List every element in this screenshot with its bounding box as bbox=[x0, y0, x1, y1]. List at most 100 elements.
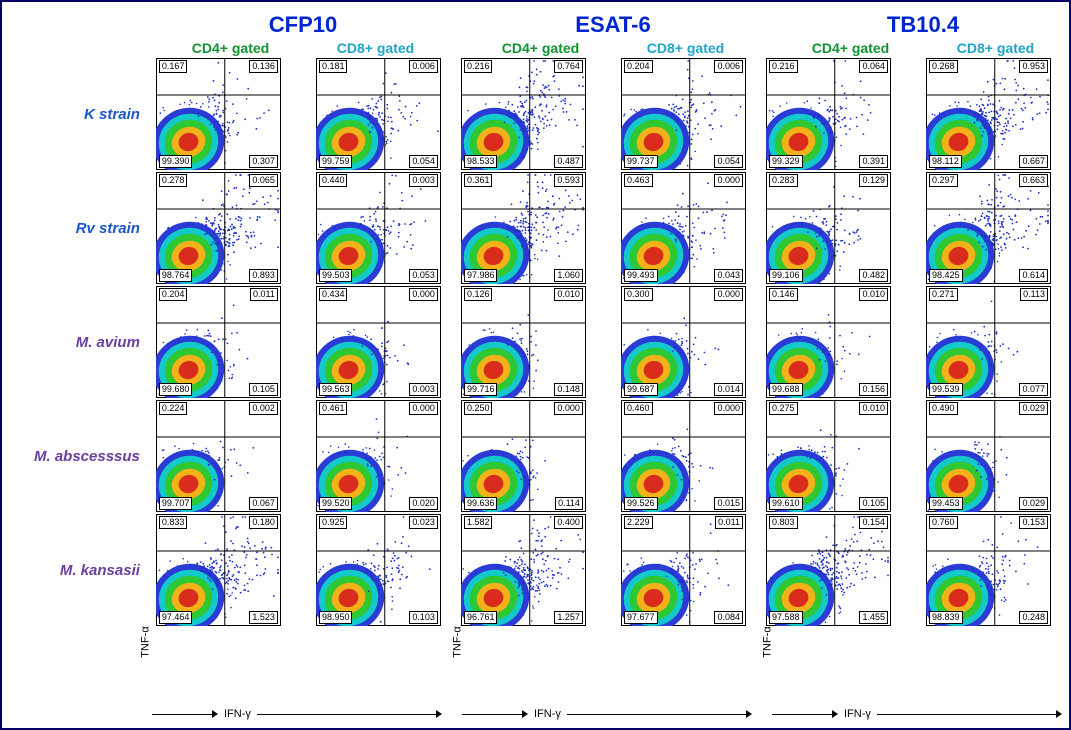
quadrant-percent: 0.667 bbox=[1019, 155, 1048, 168]
quadrant-percent: 99.539 bbox=[929, 383, 963, 396]
flow-plot-cd4: 0.8330.18097.4641.523 bbox=[156, 514, 281, 626]
quadrant-percent: 0.268 bbox=[929, 60, 958, 73]
quadrant-percent: 0.084 bbox=[714, 611, 743, 624]
quadrant-percent: 99.503 bbox=[319, 269, 353, 282]
flow-plot-cd4: 0.2500.00099.6360.114 bbox=[461, 400, 586, 512]
flow-plot-cd8: 0.9250.02398.9500.103 bbox=[316, 514, 441, 626]
quadrant-percent: 0.764 bbox=[554, 60, 583, 73]
quadrant-percent: 0.015 bbox=[714, 497, 743, 510]
quadrant-percent: 99.493 bbox=[624, 269, 658, 282]
x-axis-group-0: IFN-γ bbox=[152, 708, 442, 720]
flow-plot-cd8: 0.1810.00699.7590.054 bbox=[316, 58, 441, 170]
quadrant-percent: 1.582 bbox=[464, 516, 493, 529]
quadrant-percent: 98.533 bbox=[464, 155, 498, 168]
flow-plot-cd8: 0.2970.66398.4250.614 bbox=[926, 172, 1051, 284]
flow-plot-cd4: 0.2040.01199.6800.105 bbox=[156, 286, 281, 398]
plot-pair: 0.2160.76498.5330.4870.2040.00699.7370.0… bbox=[461, 58, 746, 170]
gated-row: CD4+ gated CD8+ gated bbox=[158, 40, 448, 56]
quadrant-percent: 0.216 bbox=[464, 60, 493, 73]
quadrant-percent: 0.180 bbox=[249, 516, 278, 529]
quadrant-percent: 0.000 bbox=[714, 402, 743, 415]
quadrant-percent: 0.003 bbox=[409, 174, 438, 187]
flow-plot-cd8: 0.4900.02999.4530.029 bbox=[926, 400, 1051, 512]
cd8-gated-label: CD8+ gated bbox=[647, 40, 724, 56]
plot-pair: 0.8330.18097.4641.5230.9250.02398.9500.1… bbox=[156, 514, 441, 626]
quadrant-percent: 0.204 bbox=[624, 60, 653, 73]
quadrant-percent: 99.759 bbox=[319, 155, 353, 168]
quadrant-percent: 0.011 bbox=[715, 516, 743, 529]
quadrant-percent: 0.216 bbox=[769, 60, 798, 73]
cd8-gated-label: CD8+ gated bbox=[337, 40, 414, 56]
quadrant-percent: 0.153 bbox=[1019, 516, 1048, 529]
quadrant-percent: 0.278 bbox=[159, 174, 188, 187]
quadrant-percent: 0.000 bbox=[714, 288, 743, 301]
quadrant-percent: 0.463 bbox=[624, 174, 653, 187]
quadrant-percent: 0.893 bbox=[249, 269, 278, 282]
flow-plot-cd4: 0.2160.76498.5330.487 bbox=[461, 58, 586, 170]
quadrant-percent: 99.707 bbox=[159, 497, 193, 510]
quadrant-percent: 98.764 bbox=[159, 269, 193, 282]
flow-plot-cd8: 0.4630.00099.4930.043 bbox=[621, 172, 746, 284]
quadrant-percent: 0.271 bbox=[929, 288, 958, 301]
strain-row: M. kansasii0.8330.18097.4641.523 0.925 0.0… bbox=[20, 514, 1051, 626]
flow-plot-cd4: 0.3610.59397.9861.060 bbox=[461, 172, 586, 284]
quadrant-percent: 0.023 bbox=[409, 516, 438, 529]
flow-plot-cd8: 0.4600.00099.5260.015 bbox=[621, 400, 746, 512]
quadrant-percent: 0.053 bbox=[409, 269, 438, 282]
quadrant-percent: 0.925 bbox=[319, 516, 348, 529]
antigen-col-0: CFP10 CD4+ gated CD8+ gated bbox=[158, 12, 448, 56]
cd4-gated-label: CD4+ gated bbox=[812, 40, 889, 56]
flow-plot-cd4: 0.1460.01099.6880.156 bbox=[766, 286, 891, 398]
strain-label: K strain bbox=[20, 106, 156, 123]
x-axis-label: IFN-γ bbox=[844, 708, 871, 720]
cd8-gated-label: CD8+ gated bbox=[957, 40, 1034, 56]
plot-pair: 0.2160.06499.3290.3910.2680.95398.1120.6… bbox=[766, 58, 1051, 170]
quadrant-percent: 0.126 bbox=[464, 288, 493, 301]
quadrant-percent: 2.229 bbox=[624, 516, 653, 529]
quadrant-percent: 0.105 bbox=[859, 497, 888, 510]
quadrant-percent: 99.526 bbox=[624, 497, 658, 510]
flow-plot-cd8: 0.2710.11399.5390.077 bbox=[926, 286, 1051, 398]
quadrant-percent: 0.000 bbox=[554, 402, 583, 415]
quadrant-percent: 0.146 bbox=[769, 288, 798, 301]
quadrant-percent: 0.000 bbox=[409, 288, 438, 301]
quadrant-percent: 0.136 bbox=[249, 60, 278, 73]
flow-plot-cd4: 0.1670.13699.3900.307 bbox=[156, 58, 281, 170]
quadrant-percent: 97.588 bbox=[769, 611, 803, 624]
quadrant-percent: 98.839 bbox=[929, 611, 963, 624]
quadrant-percent: 0.014 bbox=[714, 383, 743, 396]
plot-pair: 0.2500.00099.6360.1140.4600.00099.5260.0… bbox=[461, 400, 746, 512]
quadrant-percent: 0.105 bbox=[249, 383, 278, 396]
strain-row: Rv strain0.2780.06598.7640.8930.4400.003… bbox=[20, 172, 1051, 284]
quadrant-percent: 0.461 bbox=[319, 402, 348, 415]
quadrant-percent: 1.060 bbox=[554, 269, 583, 282]
strain-label: M. kansasii bbox=[20, 562, 156, 579]
antigen-col-1: ESAT-6 CD4+ gated CD8+ gated bbox=[468, 12, 758, 56]
quadrant-percent: 0.077 bbox=[1019, 383, 1048, 396]
quadrant-percent: 0.181 bbox=[319, 60, 348, 73]
quadrant-percent: 99.520 bbox=[319, 497, 353, 510]
flow-plot-cd8: 0.4340.00099.5630.003 bbox=[316, 286, 441, 398]
plot-pair: 1.5820.40096.7611.2572.2290.01197.6770.0… bbox=[461, 514, 746, 626]
quadrant-percent: 0.103 bbox=[409, 611, 438, 624]
x-axis-group-2: IFN-γ bbox=[772, 708, 1062, 720]
quadrant-percent: 99.737 bbox=[624, 155, 658, 168]
flow-plot-cd4: 0.2780.06598.7640.893 bbox=[156, 172, 281, 284]
y-axis-label: TNF-α bbox=[452, 626, 464, 657]
quadrant-percent: 0.167 bbox=[159, 60, 188, 73]
flow-plot-cd4: 0.2750.01099.6100.105 bbox=[766, 400, 891, 512]
flow-plot-cd4: 1.5820.40096.7611.257 bbox=[461, 514, 586, 626]
x-axis-label: IFN-γ bbox=[534, 708, 561, 720]
flow-plot-cd4: 0.2830.12999.1060.482 bbox=[766, 172, 891, 284]
quadrant-percent: 99.329 bbox=[769, 155, 803, 168]
quadrant-percent: 0.391 bbox=[859, 155, 888, 168]
plot-pair: 0.2040.01199.6800.105 0.4340.00099.5630.0… bbox=[156, 286, 441, 398]
quadrant-percent: 0.148 bbox=[554, 383, 583, 396]
quadrant-percent: 0.029 bbox=[1019, 402, 1048, 415]
quadrant-percent: 0.029 bbox=[1019, 497, 1048, 510]
quadrant-percent: 0.490 bbox=[929, 402, 958, 415]
strain-label: M. avium bbox=[20, 334, 156, 351]
plot-pair: 0.1260.01099.7160.1480.3000.00099.6870.0… bbox=[461, 286, 746, 398]
quadrant-percent: 99.390 bbox=[159, 155, 193, 168]
strain-label: Rv strain bbox=[20, 220, 156, 237]
